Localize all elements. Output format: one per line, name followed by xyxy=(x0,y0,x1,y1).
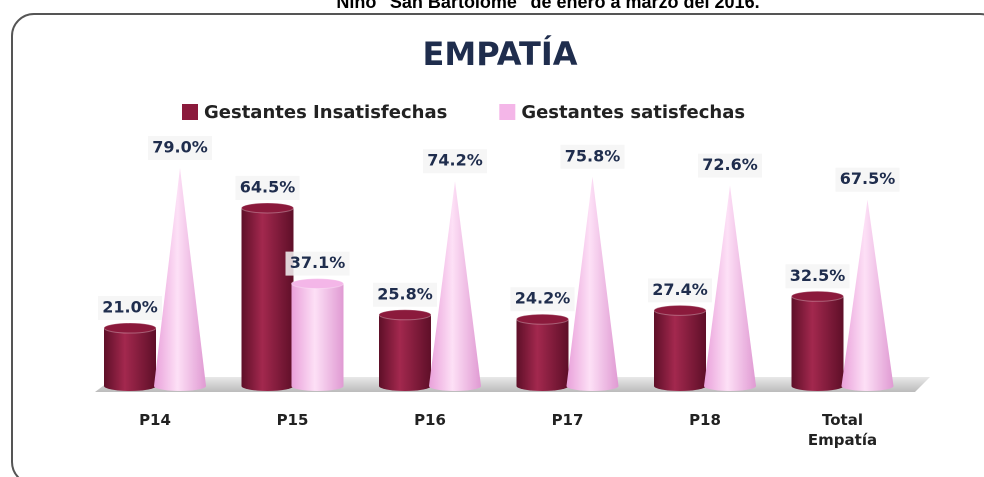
value-label: 72.6% xyxy=(702,155,758,174)
value-label: 25.8% xyxy=(377,284,433,303)
value-label-bg xyxy=(785,264,850,289)
x-tick-label: P15 xyxy=(276,411,309,429)
value-label-bg xyxy=(235,175,300,200)
value-label: 27.4% xyxy=(652,280,708,299)
value-label: 24.2% xyxy=(515,289,571,308)
x-tick-label: Total Empatía xyxy=(807,411,878,449)
legend-swatch xyxy=(499,104,516,120)
value-label: 79.0% xyxy=(152,137,208,156)
value-label-bg xyxy=(98,296,162,321)
value-label-bg xyxy=(560,144,625,169)
chart-title: EMPATÍA xyxy=(423,35,578,73)
value-label-bg xyxy=(148,135,212,160)
cylinder xyxy=(516,319,569,392)
cone xyxy=(841,199,894,392)
value-label-bg xyxy=(285,251,350,276)
x-tick-label: P17 xyxy=(551,411,584,429)
value-label: 67.5% xyxy=(840,169,896,188)
cylinder-top xyxy=(791,290,844,302)
value-label: 32.5% xyxy=(790,266,846,285)
value-label-bg xyxy=(648,278,712,303)
legend-label: Gestantes Insatisfechas xyxy=(204,102,447,123)
cylinder-top xyxy=(241,202,294,214)
cone xyxy=(429,181,481,391)
cylinder-top xyxy=(516,313,569,325)
value-label-bg xyxy=(510,287,575,312)
cylinder xyxy=(654,310,706,391)
cylinder-top xyxy=(378,309,432,321)
value-label-bg xyxy=(835,167,900,192)
cylinder xyxy=(104,328,156,391)
value-label-bg xyxy=(373,282,437,307)
value-label: 75.8% xyxy=(565,146,621,165)
x-tick-label: P14 xyxy=(139,411,171,429)
chart-frame xyxy=(11,13,984,477)
cone xyxy=(154,167,206,391)
cylinder xyxy=(241,207,294,392)
cylinder-top xyxy=(291,278,344,290)
cone xyxy=(704,185,756,391)
cylinder xyxy=(291,283,344,392)
cylinder-top xyxy=(653,304,707,316)
value-label-bg xyxy=(698,153,762,178)
value-label: 21.0% xyxy=(102,298,158,317)
legend-label: Gestantes satisfechas xyxy=(521,102,745,123)
value-label-bg xyxy=(423,149,487,174)
value-label: 64.5% xyxy=(240,177,296,196)
cone xyxy=(566,176,619,392)
value-label: 37.1% xyxy=(290,253,346,272)
x-tick-label: P16 xyxy=(414,411,446,429)
value-label: 74.2% xyxy=(427,151,483,170)
cylinder xyxy=(791,296,844,392)
cylinder-top xyxy=(103,322,157,334)
legend-swatch xyxy=(182,104,198,120)
x-tick-label: P18 xyxy=(689,411,721,429)
cylinder xyxy=(379,314,431,391)
caption: Niño "San Bartolomé" de enero a marzo de… xyxy=(336,0,759,12)
